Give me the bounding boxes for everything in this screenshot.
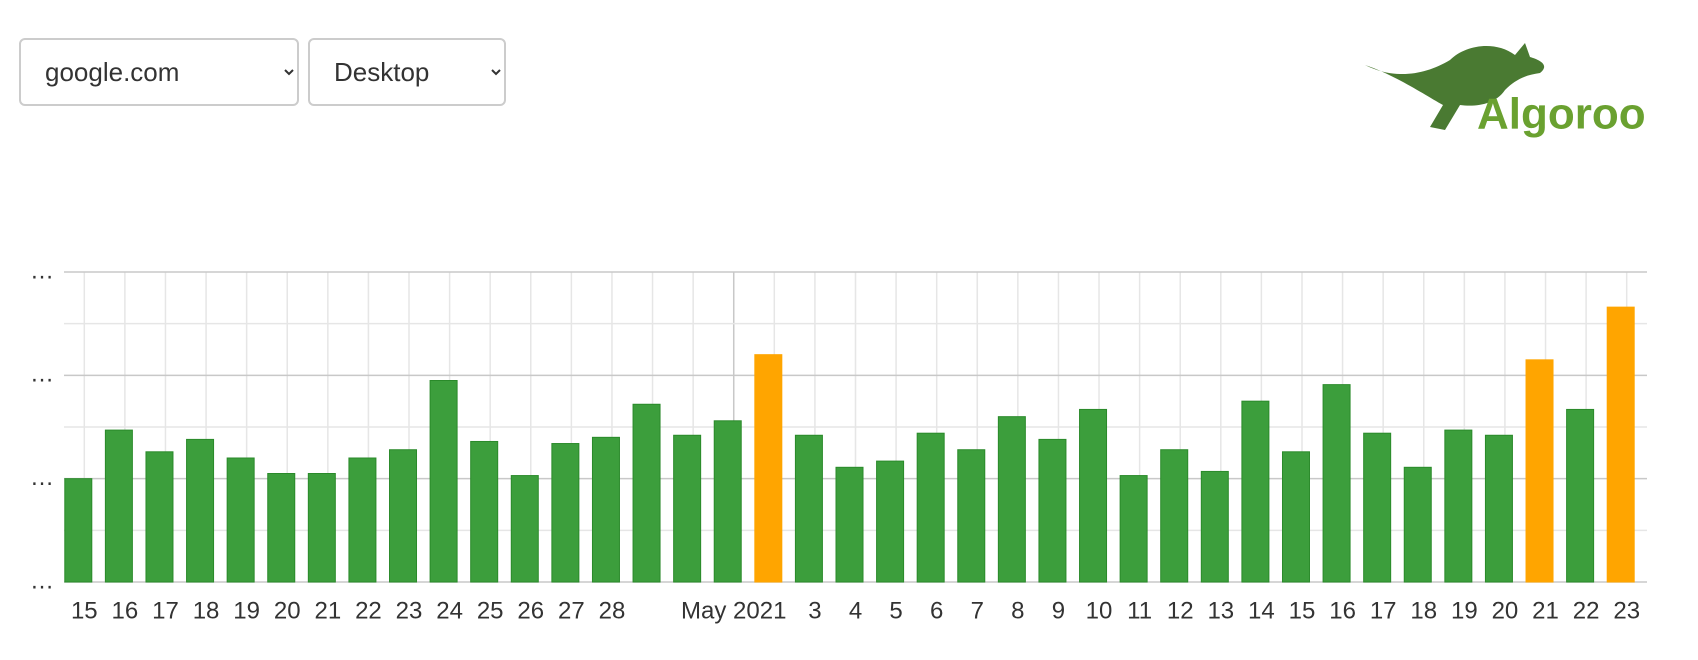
x-tick-label: 18 <box>193 597 220 624</box>
bar <box>1160 449 1189 583</box>
bar <box>389 449 418 583</box>
y-tick-label: … <box>30 464 54 491</box>
bar <box>1363 432 1392 583</box>
bar <box>267 473 296 583</box>
x-tick-label: May 2021 <box>681 597 786 624</box>
bar <box>348 457 377 583</box>
x-tick-label: 7 <box>971 597 984 624</box>
bar <box>754 354 783 583</box>
x-tick-label: 19 <box>233 597 260 624</box>
x-tick-label: 8 <box>1011 597 1024 624</box>
bar <box>1038 438 1067 583</box>
bar <box>307 473 336 583</box>
kangaroo <box>1365 43 1545 130</box>
bar <box>1484 434 1513 583</box>
bar <box>1079 408 1108 583</box>
x-tick-label: 10 <box>1086 597 1113 624</box>
x-tick-label: 22 <box>1573 597 1600 624</box>
y-tick-label: … <box>30 361 54 388</box>
bar <box>713 420 742 583</box>
x-tick-label: 23 <box>1613 597 1640 624</box>
x-tick-label: 12 <box>1167 597 1194 624</box>
x-tick-label: 14 <box>1248 597 1275 624</box>
bar <box>1322 384 1351 583</box>
logo-text: Algoroo <box>1477 90 1646 139</box>
x-tick-label: 25 <box>477 597 504 624</box>
bar <box>632 403 661 583</box>
bar <box>145 451 174 583</box>
logo: Algoroo <box>1365 43 1646 139</box>
bar <box>510 475 539 583</box>
bar <box>186 438 215 583</box>
bar <box>876 460 905 583</box>
x-tick-label: 27 <box>558 597 585 624</box>
bar <box>470 440 499 583</box>
site-select[interactable]: google.com <box>19 38 299 106</box>
bar <box>835 466 864 583</box>
bar <box>226 457 255 583</box>
bar <box>591 436 620 583</box>
x-tick-label: 19 <box>1451 597 1478 624</box>
bar <box>673 434 702 583</box>
x-tick-label: 21 <box>1532 597 1559 624</box>
x-tick-label: 15 <box>71 597 98 624</box>
x-tick-label: 15 <box>1289 597 1316 624</box>
x-tick-label: 28 <box>599 597 626 624</box>
bar <box>957 449 986 583</box>
x-tick-label: 9 <box>1052 597 1065 624</box>
bar <box>1200 470 1229 583</box>
x-tick-label: 18 <box>1410 597 1437 624</box>
x-tick-label: 20 <box>1492 597 1519 624</box>
x-tick-label: 20 <box>274 597 301 624</box>
y-tick-label: … <box>30 257 54 284</box>
x-tick-label: 26 <box>517 597 544 624</box>
bar <box>1119 475 1148 583</box>
x-tick-label: 13 <box>1207 597 1234 624</box>
bar <box>1525 359 1554 583</box>
x-tick-label: 16 <box>112 597 139 624</box>
x-tick-label: 23 <box>396 597 423 624</box>
bar <box>1606 306 1635 583</box>
bar <box>1444 429 1473 583</box>
bar <box>429 380 458 583</box>
bar <box>1241 400 1270 583</box>
x-tick-label: 16 <box>1329 597 1356 624</box>
bar <box>1566 408 1595 583</box>
x-tick-label: 6 <box>930 597 943 624</box>
bar <box>1281 451 1310 583</box>
x-tick-label: 22 <box>355 597 382 624</box>
bar <box>916 432 945 583</box>
bar <box>551 443 580 583</box>
x-tick-label: 5 <box>889 597 902 624</box>
bar <box>104 429 133 583</box>
bar <box>64 478 93 583</box>
x-tick-label: 17 <box>152 597 179 624</box>
x-tick-label: 21 <box>314 597 341 624</box>
x-tick-label: 17 <box>1370 597 1397 624</box>
bar <box>997 416 1026 583</box>
device-select[interactable]: Desktop <box>308 38 506 106</box>
x-tick-label: 4 <box>849 597 862 624</box>
x-tick-label: 3 <box>808 597 821 624</box>
bar <box>1403 466 1432 583</box>
bar <box>794 434 823 583</box>
x-tick-label: 11 <box>1127 597 1152 624</box>
x-tick-label: 24 <box>436 597 463 624</box>
y-tick-label: … <box>30 567 54 594</box>
